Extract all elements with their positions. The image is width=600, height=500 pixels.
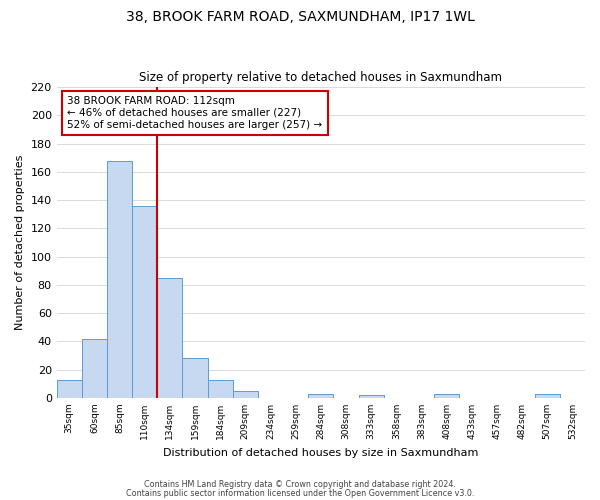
- Y-axis label: Number of detached properties: Number of detached properties: [15, 155, 25, 330]
- Text: Contains HM Land Registry data © Crown copyright and database right 2024.: Contains HM Land Registry data © Crown c…: [144, 480, 456, 489]
- Text: 38, BROOK FARM ROAD, SAXMUNDHAM, IP17 1WL: 38, BROOK FARM ROAD, SAXMUNDHAM, IP17 1W…: [125, 10, 475, 24]
- Bar: [359, 395, 384, 398]
- Bar: [107, 160, 132, 398]
- Bar: [434, 394, 459, 398]
- Bar: [535, 394, 560, 398]
- X-axis label: Distribution of detached houses by size in Saxmundham: Distribution of detached houses by size …: [163, 448, 479, 458]
- Bar: [233, 391, 258, 398]
- Bar: [132, 206, 157, 398]
- Text: 38 BROOK FARM ROAD: 112sqm
← 46% of detached houses are smaller (227)
52% of sem: 38 BROOK FARM ROAD: 112sqm ← 46% of deta…: [67, 96, 322, 130]
- Bar: [82, 338, 107, 398]
- Bar: [157, 278, 182, 398]
- Bar: [308, 394, 334, 398]
- Title: Size of property relative to detached houses in Saxmundham: Size of property relative to detached ho…: [139, 72, 502, 85]
- Bar: [182, 358, 208, 398]
- Bar: [56, 380, 82, 398]
- Bar: [208, 380, 233, 398]
- Text: Contains public sector information licensed under the Open Government Licence v3: Contains public sector information licen…: [126, 488, 474, 498]
